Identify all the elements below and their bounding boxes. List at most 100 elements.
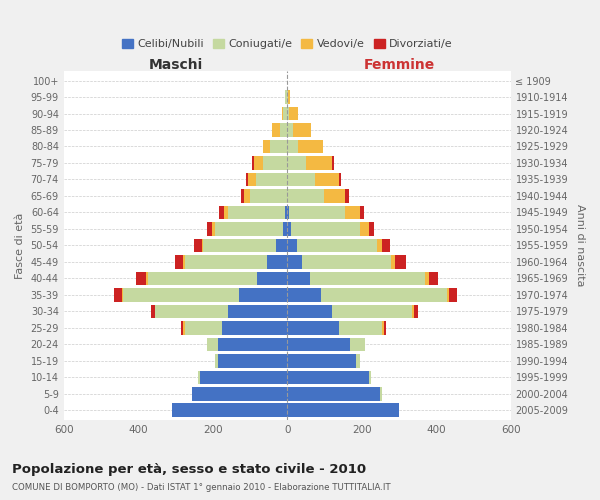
Bar bbox=[360, 222, 369, 235]
Bar bbox=[283, 106, 287, 120]
Bar bbox=[289, 106, 298, 120]
Bar bbox=[276, 238, 287, 252]
Bar bbox=[172, 404, 287, 417]
Bar bbox=[281, 106, 283, 120]
Bar bbox=[321, 288, 447, 302]
Bar bbox=[175, 255, 183, 268]
Bar bbox=[302, 255, 391, 268]
Bar bbox=[287, 172, 315, 186]
Bar bbox=[287, 90, 288, 104]
Bar bbox=[377, 238, 382, 252]
Bar bbox=[280, 123, 287, 137]
Text: Maschi: Maschi bbox=[148, 58, 203, 72]
Bar bbox=[286, 90, 287, 104]
Bar bbox=[200, 370, 287, 384]
Bar bbox=[215, 354, 218, 368]
Bar bbox=[248, 172, 256, 186]
Bar bbox=[380, 387, 382, 400]
Bar bbox=[287, 404, 399, 417]
Bar bbox=[239, 288, 287, 302]
Legend: Celibi/Nubili, Coniugati/e, Vedovi/e, Divorziati/e: Celibi/Nubili, Coniugati/e, Vedovi/e, Di… bbox=[117, 34, 457, 54]
Bar bbox=[194, 238, 202, 252]
Bar bbox=[287, 272, 310, 285]
Bar bbox=[252, 156, 254, 170]
Y-axis label: Anni di nascita: Anni di nascita bbox=[575, 204, 585, 286]
Bar bbox=[183, 321, 185, 334]
Bar bbox=[263, 140, 271, 153]
Bar bbox=[382, 321, 384, 334]
Bar bbox=[287, 106, 289, 120]
Bar bbox=[136, 272, 146, 285]
Bar bbox=[425, 272, 428, 285]
Bar bbox=[288, 90, 290, 104]
Bar bbox=[222, 321, 287, 334]
Bar bbox=[287, 338, 350, 351]
Bar bbox=[198, 370, 200, 384]
Bar bbox=[287, 288, 321, 302]
Bar bbox=[227, 206, 286, 219]
Bar bbox=[428, 272, 438, 285]
Bar bbox=[332, 156, 334, 170]
Bar bbox=[291, 222, 360, 235]
Bar bbox=[203, 238, 276, 252]
Bar bbox=[395, 255, 406, 268]
Bar bbox=[414, 304, 418, 318]
Bar bbox=[315, 172, 340, 186]
Bar bbox=[287, 140, 298, 153]
Bar bbox=[332, 304, 412, 318]
Bar bbox=[287, 156, 306, 170]
Bar bbox=[272, 123, 280, 137]
Bar bbox=[207, 222, 212, 235]
Bar bbox=[345, 189, 349, 202]
Bar bbox=[220, 206, 224, 219]
Bar bbox=[345, 206, 360, 219]
Bar bbox=[287, 123, 293, 137]
Bar bbox=[310, 272, 425, 285]
Bar bbox=[287, 387, 380, 400]
Bar bbox=[212, 222, 215, 235]
Bar bbox=[287, 238, 296, 252]
Bar bbox=[447, 288, 449, 302]
Bar bbox=[207, 338, 218, 351]
Bar bbox=[218, 338, 287, 351]
Bar bbox=[283, 222, 287, 235]
Bar bbox=[181, 321, 183, 334]
Bar bbox=[183, 255, 185, 268]
Bar bbox=[298, 140, 323, 153]
Bar bbox=[218, 354, 287, 368]
Bar bbox=[155, 304, 227, 318]
Bar bbox=[289, 206, 345, 219]
Bar bbox=[287, 255, 302, 268]
Bar bbox=[287, 304, 332, 318]
Bar bbox=[382, 238, 389, 252]
Bar bbox=[384, 321, 386, 334]
Bar bbox=[257, 272, 287, 285]
Bar bbox=[256, 172, 287, 186]
Bar bbox=[215, 222, 283, 235]
Bar bbox=[227, 304, 287, 318]
Bar bbox=[254, 156, 263, 170]
Bar bbox=[286, 206, 287, 219]
Bar bbox=[293, 123, 311, 137]
Text: Femmine: Femmine bbox=[363, 58, 434, 72]
Bar bbox=[244, 189, 250, 202]
Text: COMUNE DI BOMPORTO (MO) - Dati ISTAT 1° gennaio 2010 - Elaborazione TUTTITALIA.I: COMUNE DI BOMPORTO (MO) - Dati ISTAT 1° … bbox=[12, 482, 391, 492]
Bar bbox=[246, 172, 248, 186]
Bar bbox=[263, 156, 287, 170]
Bar bbox=[192, 387, 287, 400]
Bar bbox=[122, 288, 124, 302]
Bar bbox=[360, 206, 364, 219]
Bar bbox=[191, 387, 192, 400]
Bar bbox=[202, 238, 203, 252]
Bar bbox=[151, 304, 155, 318]
Bar bbox=[287, 370, 369, 384]
Bar bbox=[369, 370, 371, 384]
Bar bbox=[340, 172, 341, 186]
Y-axis label: Fasce di età: Fasce di età bbox=[15, 212, 25, 278]
Bar bbox=[146, 272, 148, 285]
Bar bbox=[287, 321, 340, 334]
Bar bbox=[412, 304, 414, 318]
Bar bbox=[287, 354, 356, 368]
Bar bbox=[250, 189, 287, 202]
Text: Popolazione per età, sesso e stato civile - 2010: Popolazione per età, sesso e stato civil… bbox=[12, 462, 366, 475]
